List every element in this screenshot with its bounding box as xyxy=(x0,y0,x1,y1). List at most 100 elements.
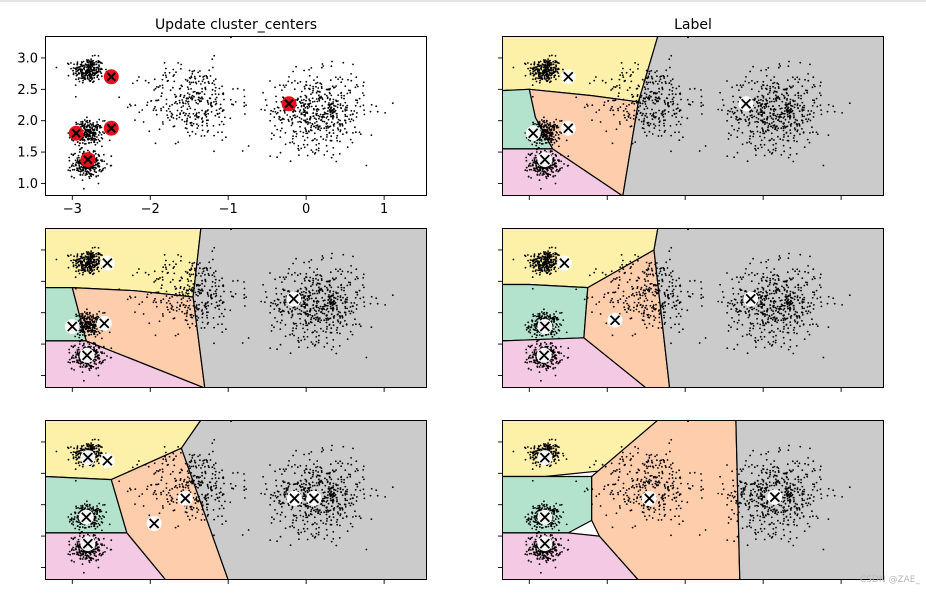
data-point xyxy=(245,104,248,106)
data-point xyxy=(93,170,96,173)
data-point xyxy=(772,148,775,151)
data-point xyxy=(194,291,197,294)
data-point xyxy=(67,169,70,172)
data-point xyxy=(84,265,86,267)
data-point xyxy=(315,98,318,100)
data-point xyxy=(291,273,293,276)
data-point xyxy=(637,68,639,70)
data-point xyxy=(779,138,782,141)
data-point xyxy=(204,88,207,91)
data-point xyxy=(788,60,790,63)
data-point xyxy=(783,115,786,118)
data-point xyxy=(782,123,785,125)
data-point xyxy=(788,112,791,115)
data-point xyxy=(535,164,538,167)
data-point xyxy=(648,70,651,73)
data-point xyxy=(812,84,815,86)
data-point xyxy=(194,269,197,272)
data-point xyxy=(751,116,754,119)
data-point xyxy=(314,122,316,124)
data-point xyxy=(55,258,58,261)
data-point xyxy=(772,120,775,123)
data-point xyxy=(173,80,176,83)
data-point xyxy=(350,271,353,274)
data-point xyxy=(98,332,101,334)
data-point xyxy=(102,359,105,362)
data-point xyxy=(146,293,149,296)
data-point xyxy=(318,117,320,120)
data-point xyxy=(153,270,156,273)
data-point xyxy=(75,315,78,318)
centroid-x-mark xyxy=(563,123,574,134)
data-point xyxy=(93,269,96,271)
data-point xyxy=(81,142,84,144)
data-point xyxy=(79,315,81,318)
data-point xyxy=(192,273,195,276)
data-point xyxy=(144,79,147,82)
data-point xyxy=(536,65,539,68)
data-point xyxy=(545,124,548,127)
data-point xyxy=(101,361,104,364)
data-point xyxy=(634,141,637,144)
data-point xyxy=(72,354,74,357)
data-point xyxy=(323,116,325,119)
data-point xyxy=(619,74,622,76)
data-point xyxy=(74,276,77,278)
data-point xyxy=(195,273,197,276)
data-point xyxy=(537,68,540,71)
data-point xyxy=(291,309,294,312)
data-point xyxy=(784,118,787,121)
data-point xyxy=(98,140,101,142)
data-point xyxy=(174,142,177,145)
data-point xyxy=(350,73,352,75)
data-point xyxy=(90,60,92,62)
data-point xyxy=(78,142,81,145)
data-point xyxy=(101,337,103,340)
data-point xyxy=(827,134,830,137)
data-point xyxy=(275,95,277,98)
data-point xyxy=(72,69,74,72)
data-point xyxy=(161,87,164,89)
data-point xyxy=(739,84,742,87)
data-point xyxy=(279,151,282,154)
data-point xyxy=(193,75,196,78)
data-point xyxy=(81,273,84,276)
data-point xyxy=(91,76,93,79)
data-point xyxy=(533,160,536,163)
data-point xyxy=(312,89,314,92)
data-point xyxy=(165,259,167,262)
data-point xyxy=(327,88,329,91)
data-point xyxy=(663,124,666,127)
data-point xyxy=(89,169,92,172)
data-point xyxy=(320,327,322,330)
data-point xyxy=(618,78,621,81)
data-point xyxy=(756,80,759,83)
data-point xyxy=(637,63,640,66)
data-point xyxy=(274,86,276,89)
data-point xyxy=(156,86,158,88)
data-point xyxy=(327,118,330,121)
data-point xyxy=(186,311,188,314)
data-point xyxy=(755,154,757,157)
data-point xyxy=(550,170,553,173)
data-point xyxy=(314,151,317,154)
data-point xyxy=(535,151,538,153)
data-point xyxy=(667,111,670,113)
data-point xyxy=(595,76,597,78)
data-point xyxy=(74,344,76,347)
data-point xyxy=(652,81,654,84)
data-point xyxy=(786,79,789,82)
data-point xyxy=(281,118,283,121)
data-point xyxy=(766,102,769,105)
data-point xyxy=(818,92,821,94)
data-point xyxy=(86,269,89,272)
data-point xyxy=(207,103,210,105)
data-point xyxy=(803,92,806,95)
data-point xyxy=(209,75,212,77)
data-point xyxy=(67,361,70,363)
data-point xyxy=(98,256,100,258)
data-point xyxy=(306,324,309,327)
data-point xyxy=(303,261,305,264)
data-point xyxy=(638,99,641,101)
data-point xyxy=(789,153,792,156)
